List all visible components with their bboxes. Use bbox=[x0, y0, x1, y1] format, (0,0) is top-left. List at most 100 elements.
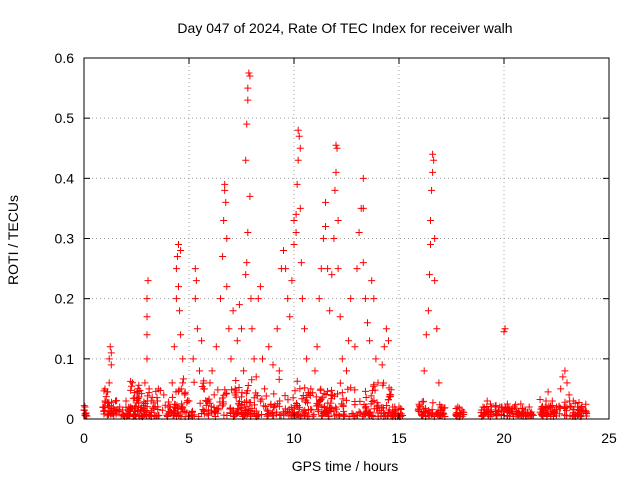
data-point bbox=[378, 361, 386, 369]
data-point bbox=[348, 410, 356, 418]
data-point bbox=[235, 301, 243, 309]
data-point bbox=[231, 385, 239, 393]
data-point bbox=[425, 271, 433, 279]
data-point bbox=[483, 397, 491, 405]
data-point bbox=[355, 228, 363, 236]
data-point bbox=[168, 379, 176, 387]
data-point bbox=[294, 156, 302, 164]
chart-title: Day 047 of 2024, Rate Of TEC Index for r… bbox=[177, 20, 512, 36]
data-point bbox=[242, 156, 250, 164]
data-point bbox=[575, 399, 583, 407]
data-point bbox=[205, 406, 213, 414]
data-point bbox=[127, 377, 135, 385]
data-point bbox=[323, 387, 331, 395]
data-point bbox=[244, 96, 252, 104]
data-point bbox=[175, 411, 183, 419]
data-point bbox=[234, 409, 242, 417]
data-point bbox=[102, 393, 110, 401]
data-point bbox=[222, 198, 230, 206]
data-point bbox=[440, 404, 448, 412]
data-point bbox=[370, 295, 378, 303]
data-point bbox=[221, 386, 229, 394]
data-point bbox=[544, 388, 552, 396]
data-point bbox=[418, 398, 426, 406]
data-point bbox=[425, 406, 433, 414]
data-point bbox=[208, 367, 216, 375]
x-tick-label: 5 bbox=[185, 430, 193, 446]
data-point bbox=[553, 403, 560, 411]
data-point bbox=[179, 375, 187, 383]
data-point bbox=[270, 390, 278, 398]
data-point bbox=[210, 408, 218, 416]
data-point bbox=[399, 411, 407, 419]
x-tick-label: 0 bbox=[80, 430, 88, 446]
data-point bbox=[296, 403, 304, 411]
data-point bbox=[175, 386, 183, 394]
data-point bbox=[362, 405, 370, 413]
data-point bbox=[105, 355, 113, 363]
data-point bbox=[237, 404, 245, 412]
data-point bbox=[229, 406, 237, 414]
data-point bbox=[307, 385, 315, 393]
data-point bbox=[340, 410, 348, 418]
data-point bbox=[214, 386, 222, 394]
data-point bbox=[355, 408, 363, 416]
data-point bbox=[178, 400, 186, 408]
data-point bbox=[126, 403, 134, 411]
data-point bbox=[422, 331, 430, 339]
x-tick-label: 15 bbox=[391, 430, 407, 446]
data-point bbox=[220, 216, 228, 224]
data-point bbox=[336, 313, 344, 321]
data-point bbox=[328, 271, 336, 279]
data-point bbox=[196, 399, 204, 407]
data-point bbox=[431, 235, 439, 242]
data-point bbox=[280, 410, 288, 418]
data-point bbox=[538, 403, 546, 411]
data-point bbox=[361, 410, 369, 418]
data-point bbox=[140, 407, 148, 415]
data-point bbox=[427, 241, 434, 249]
data-point bbox=[296, 144, 304, 152]
data-point bbox=[250, 355, 258, 363]
data-point bbox=[265, 409, 273, 417]
data-point bbox=[143, 313, 151, 321]
data-point bbox=[282, 265, 290, 273]
data-point bbox=[299, 391, 307, 399]
data-point bbox=[165, 398, 173, 406]
data-point bbox=[319, 235, 327, 242]
data-point bbox=[252, 389, 260, 397]
data-point bbox=[339, 401, 347, 409]
data-point bbox=[160, 391, 168, 399]
data-point bbox=[369, 382, 377, 390]
data-point bbox=[191, 265, 199, 273]
x-tick-label: 20 bbox=[496, 430, 512, 446]
data-point bbox=[551, 407, 559, 415]
axis-ticks bbox=[83, 57, 610, 420]
data-point bbox=[499, 408, 507, 416]
data-point bbox=[334, 265, 342, 273]
data-point bbox=[429, 168, 437, 176]
data-point bbox=[233, 337, 241, 345]
data-point bbox=[81, 403, 89, 411]
data-point bbox=[265, 343, 273, 351]
data-point bbox=[181, 391, 189, 399]
data-point bbox=[387, 391, 395, 399]
data-point bbox=[570, 405, 578, 413]
data-point bbox=[189, 355, 197, 363]
data-point bbox=[361, 387, 369, 395]
data-point bbox=[478, 412, 486, 420]
data-point bbox=[143, 412, 151, 420]
data-point bbox=[212, 343, 220, 351]
data-point bbox=[291, 387, 299, 395]
data-point bbox=[286, 313, 294, 321]
y-tick-label: 0.3 bbox=[55, 231, 75, 247]
data-point bbox=[198, 337, 206, 345]
data-point bbox=[263, 406, 271, 414]
data-point bbox=[106, 343, 114, 351]
data-point bbox=[260, 402, 268, 410]
data-point bbox=[338, 389, 346, 397]
data-point bbox=[288, 277, 296, 285]
data-point bbox=[248, 325, 256, 333]
data-point bbox=[143, 295, 151, 303]
